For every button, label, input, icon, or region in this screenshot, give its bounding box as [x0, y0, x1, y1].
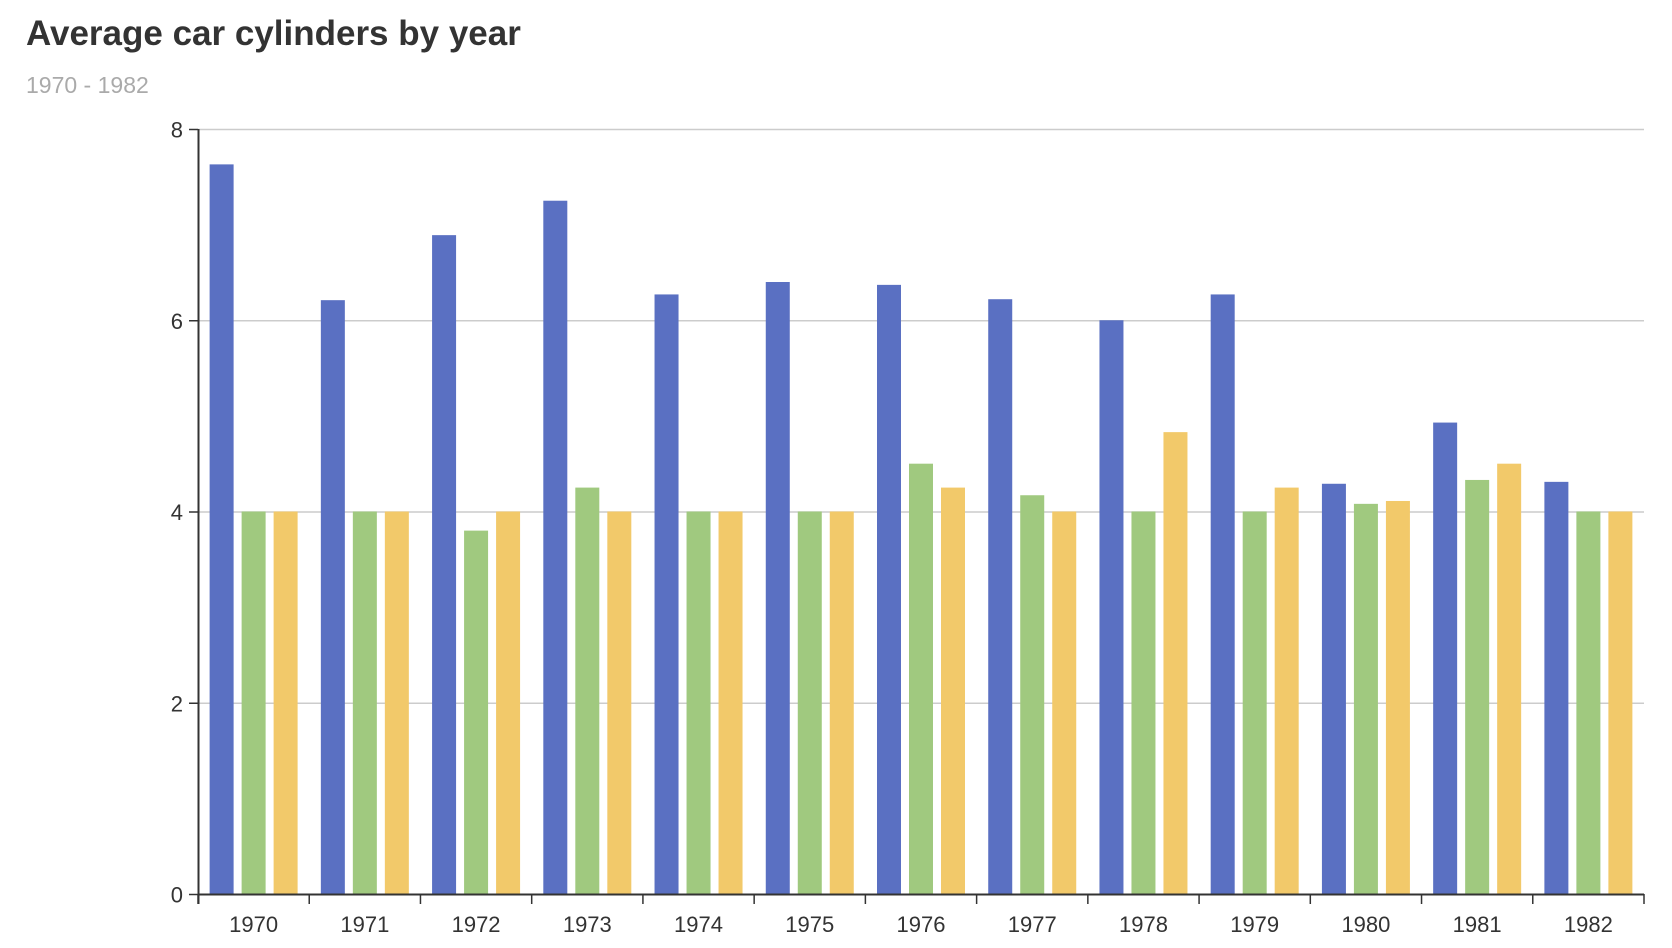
bar-1979-series-1: [1210, 294, 1235, 894]
y-tick-label: 6: [171, 309, 183, 334]
bar-1977-series-1: [988, 299, 1013, 894]
chart-subtitle: 1970 - 1982: [26, 72, 149, 98]
x-tick-label: 1981: [1453, 912, 1502, 937]
bar-1979-series-2: [1242, 511, 1267, 894]
bar-1981-series-2: [1465, 479, 1490, 894]
x-tick-label: 1974: [674, 912, 723, 937]
x-tick-label: 1982: [1564, 912, 1613, 937]
bar-1979-series-3: [1274, 487, 1299, 894]
x-tick-label: 1979: [1230, 912, 1279, 937]
bar-1970-series-3: [273, 511, 298, 894]
bar-1972-series-2: [464, 530, 489, 894]
bar-1970-series-2: [241, 511, 266, 894]
x-tick-label: 1976: [897, 912, 946, 937]
bar-1981-series-3: [1497, 463, 1522, 894]
bar-1977-series-3: [1052, 511, 1077, 894]
bar-1974-series-2: [686, 511, 711, 894]
chart-title: Average car cylinders by year: [26, 14, 521, 53]
y-tick-label: 2: [171, 691, 183, 716]
x-tick-label: 1972: [452, 912, 501, 937]
bar-1975-series-2: [797, 511, 822, 894]
bar-1970-series-1: [209, 164, 234, 895]
bar-1973-series-1: [543, 200, 568, 894]
bar-1982-series-3: [1608, 511, 1633, 894]
bar-1971-series-2: [352, 511, 377, 894]
bar-1980-series-3: [1385, 500, 1410, 894]
bar-1981-series-1: [1433, 422, 1458, 894]
bar-1975-series-3: [829, 511, 854, 894]
bar-1973-series-3: [607, 511, 632, 894]
bar-1972-series-1: [432, 235, 457, 895]
bar-1982-series-1: [1544, 481, 1569, 894]
x-tick-label: 1971: [340, 912, 389, 937]
bar-1978-series-2: [1131, 511, 1156, 894]
bar-1975-series-1: [765, 282, 790, 894]
bar-1974-series-1: [654, 294, 679, 894]
x-tick-label: 1978: [1119, 912, 1168, 937]
y-tick-label: 4: [171, 500, 183, 525]
bar-1971-series-3: [384, 511, 409, 894]
bar-1976-series-2: [909, 463, 933, 894]
bar-1974-series-3: [718, 511, 743, 894]
bar-1982-series-2: [1576, 511, 1601, 894]
bar-1980-series-1: [1321, 483, 1346, 894]
x-tick-label: 1970: [229, 912, 278, 937]
x-tick-label: 1977: [1008, 912, 1057, 937]
y-tick-label: 8: [171, 118, 183, 143]
x-tick-label: 1973: [563, 912, 612, 937]
x-tick-label: 1975: [785, 912, 834, 937]
bar-1976-series-1: [877, 284, 901, 894]
bar-1976-series-3: [941, 487, 965, 894]
bars: [209, 164, 1633, 895]
x-tick-label: 1980: [1341, 912, 1390, 937]
bar-1978-series-1: [1099, 320, 1124, 894]
bar-1980-series-2: [1353, 503, 1378, 894]
y-tick-label: 0: [171, 883, 183, 908]
bar-1971-series-1: [320, 300, 345, 894]
bar-1977-series-2: [1020, 495, 1045, 894]
bar-1973-series-2: [575, 487, 600, 894]
bar-1978-series-3: [1163, 432, 1188, 894]
axes: 0 2 4 6 8 1970 1971 1972 1973 1974 1975 1976 1977 197…: [171, 118, 1645, 937]
bar-1972-series-3: [496, 511, 521, 894]
